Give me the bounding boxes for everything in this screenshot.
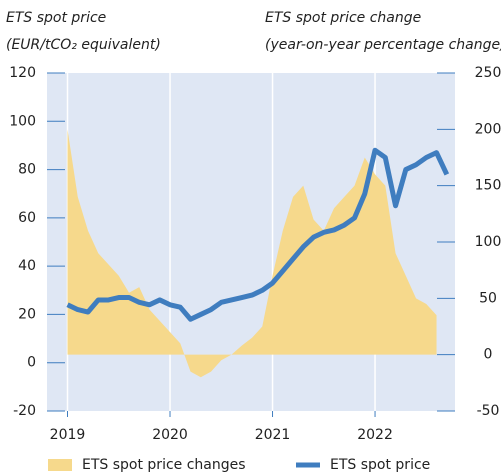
x-tick-label: 2020 (152, 427, 188, 443)
y2-tick-label: 50 (479, 290, 497, 306)
x-tick-label: 2021 (255, 427, 291, 443)
y-tick-label: 80 (18, 162, 36, 178)
y2-tick-label: 150 (475, 178, 501, 194)
y-tick-label: 0 (27, 355, 36, 371)
line (66, 147, 450, 322)
y-tick-label: 20 (18, 306, 36, 322)
y-tick-label: 100 (9, 113, 36, 129)
y2-tick-label: 100 (475, 234, 501, 250)
x-tick-label: 2019 (50, 427, 86, 443)
x-tick-label: 2022 (357, 427, 393, 443)
legend-swatch (48, 459, 72, 471)
legend-label: ETS spot price (330, 457, 430, 473)
y2-axis-title: (year-on-year percentage change) (265, 37, 501, 53)
y-tick-label: -20 (13, 403, 36, 419)
y-tick-label: 120 (9, 65, 36, 81)
y-axis-title: ETS spot price (6, 10, 106, 26)
y2-tick-label: 200 (475, 121, 501, 137)
y2-axis-title: ETS spot price change (265, 10, 421, 26)
legend-label: ETS spot price changes (82, 457, 246, 473)
y2-tick-label: 0 (484, 347, 493, 363)
y-axis-title: (EUR/tCO₂ equivalent) (6, 37, 161, 53)
y2-tick-label: -50 (477, 403, 500, 419)
y2-tick-label: 250 (475, 65, 501, 81)
y-tick-label: 40 (18, 258, 36, 274)
area (67, 129, 437, 378)
y-tick-label: 60 (18, 210, 36, 226)
